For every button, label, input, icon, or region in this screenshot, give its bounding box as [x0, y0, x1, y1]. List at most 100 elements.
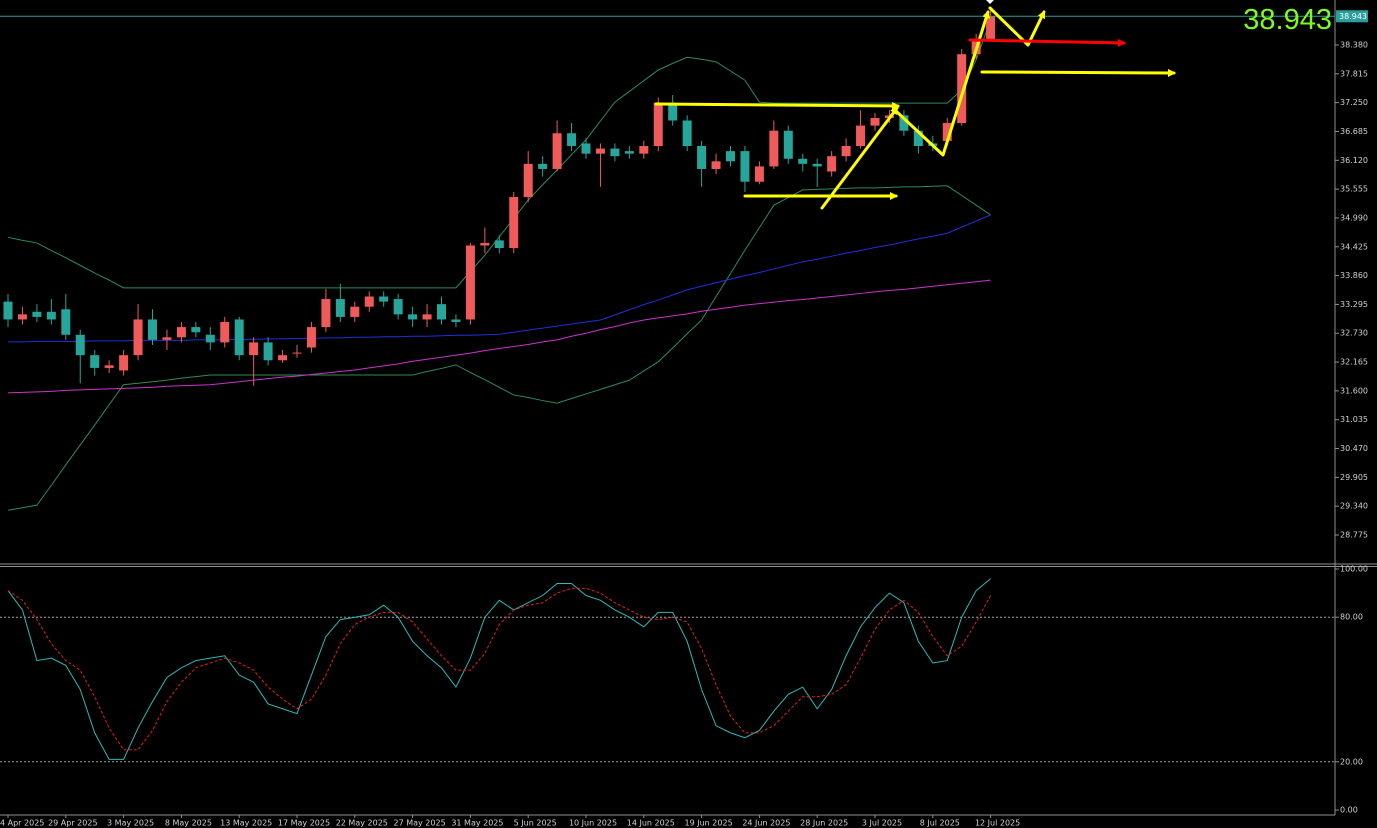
indicator-line: [7, 578, 991, 760]
candle-body: [581, 143, 591, 154]
indicator-line: [8, 214, 991, 343]
y-tick-label: 32.730: [1340, 329, 1368, 338]
candle-body: [913, 130, 923, 147]
candle-body: [856, 125, 866, 147]
x-tick-label: 8 May 2025: [165, 819, 212, 828]
last-price-big: 38.943: [1243, 4, 1332, 36]
stochastic-panel: [0, 578, 1335, 763]
candle-body: [422, 314, 432, 320]
indicator-line: [7, 587, 992, 751]
candle-body: [205, 334, 215, 343]
y-tick-label: 37.815: [1340, 69, 1368, 78]
x-tick-label: 14 Jun 2025: [627, 819, 675, 828]
last-price-label: 38.943: [1339, 12, 1367, 21]
candle-body: [61, 309, 71, 335]
indicator-line: [7, 279, 991, 394]
candle-body: [682, 120, 692, 147]
candle-body: [957, 54, 967, 124]
y-tick-label: 37.250: [1340, 98, 1368, 107]
price-panel: [3, 10, 996, 511]
x-tick-label: 5 Jun 2025: [514, 819, 557, 828]
candle-body: [870, 117, 880, 126]
y-tick-label: 33.860: [1340, 271, 1368, 280]
x-tick-label: 13 May 2025: [220, 819, 272, 828]
annotations: [654, 0, 1176, 210]
candle-body: [75, 334, 85, 356]
arrow: [895, 10, 991, 157]
x-tick-label: 29 Apr 2025: [48, 819, 97, 828]
candle-body: [292, 352, 302, 354]
candle-body: [133, 319, 143, 356]
candle-body: [538, 163, 548, 169]
y-tick-label: 28.775: [1340, 530, 1368, 539]
y-tick-label: 34.425: [1340, 242, 1368, 251]
axes: 28.775 29.340 29.905 30.470 31.035 31.600 32.1…: [0, 4, 1368, 828]
candle-body: [754, 166, 764, 182]
x-tick-label: 28 Jun 2025: [800, 819, 848, 828]
x-tick-label: 31 May 2025: [451, 819, 503, 828]
x-tick-label: 12 Jul 2025: [975, 819, 1020, 828]
y-tick-label: 35.555: [1340, 185, 1368, 194]
candle-body: [465, 245, 475, 320]
y-tick-label: 0.00: [1340, 806, 1358, 815]
candle-body: [32, 311, 42, 317]
arrow: [654, 101, 900, 110]
candle-body: [46, 311, 56, 320]
candle-body: [176, 327, 186, 338]
candle-body: [162, 337, 172, 340]
marker-diamond: [986, 0, 994, 4]
candle-body: [17, 314, 27, 320]
y-tick-label: 34.990: [1340, 213, 1368, 222]
x-tick-label: 10 Jun 2025: [569, 819, 617, 828]
y-tick-label: 29.905: [1340, 473, 1368, 482]
candle-body: [437, 304, 446, 320]
x-tick-label: 3 May 2025: [107, 819, 154, 828]
x-tick-label: 22 May 2025: [336, 819, 388, 828]
candle-body: [119, 355, 129, 371]
candle-body: [740, 151, 750, 182]
arrow: [980, 68, 1176, 77]
x-tick-label: 8 Jul 2025: [920, 819, 960, 828]
candle-body: [191, 327, 201, 333]
x-tick-label: 3 Jul 2025: [862, 819, 902, 828]
candle-body: [263, 342, 273, 361]
candle-body: [90, 355, 100, 368]
y-tick-label: 80.00: [1340, 613, 1363, 622]
candle-body: [278, 355, 288, 361]
y-tick-label: 29.340: [1340, 502, 1368, 511]
candle-body: [769, 130, 779, 167]
x-tick-label: 24 Jun 2025: [742, 819, 790, 828]
candle-body: [726, 151, 735, 162]
candle-body: [711, 161, 721, 169]
candle-body: [783, 130, 793, 159]
candle-body: [827, 156, 837, 172]
last-price-box: [1336, 10, 1368, 23]
candle-body: [480, 242, 490, 246]
x-tick-label: 17 May 2025: [278, 819, 330, 828]
candle-body: [986, 16, 996, 39]
arrow: [968, 38, 1126, 47]
candle-body: [509, 197, 519, 249]
candle-body: [841, 146, 851, 157]
y-tick-label: 31.035: [1340, 415, 1368, 424]
candle-body: [3, 301, 13, 320]
candle-body: [595, 148, 605, 154]
candle-body: [379, 296, 389, 302]
candle-body: [350, 306, 360, 317]
x-tick-label: 4 Apr 2025: [0, 819, 44, 828]
y-tick-label: 32.165: [1340, 358, 1368, 367]
y-tick-label: 30.470: [1340, 444, 1368, 453]
candle-body: [668, 102, 678, 121]
candle-body: [220, 322, 230, 343]
x-tick-label: 27 May 2025: [394, 819, 446, 828]
candle-body: [899, 115, 909, 131]
candle-body: [321, 299, 331, 328]
candle-body: [494, 240, 504, 249]
candle-body: [104, 365, 114, 368]
y-tick-label: 100.00: [1340, 565, 1368, 574]
y-tick-label: 36.685: [1340, 127, 1368, 136]
candle-body: [624, 151, 634, 154]
y-tick-label: 38.380: [1340, 40, 1368, 49]
